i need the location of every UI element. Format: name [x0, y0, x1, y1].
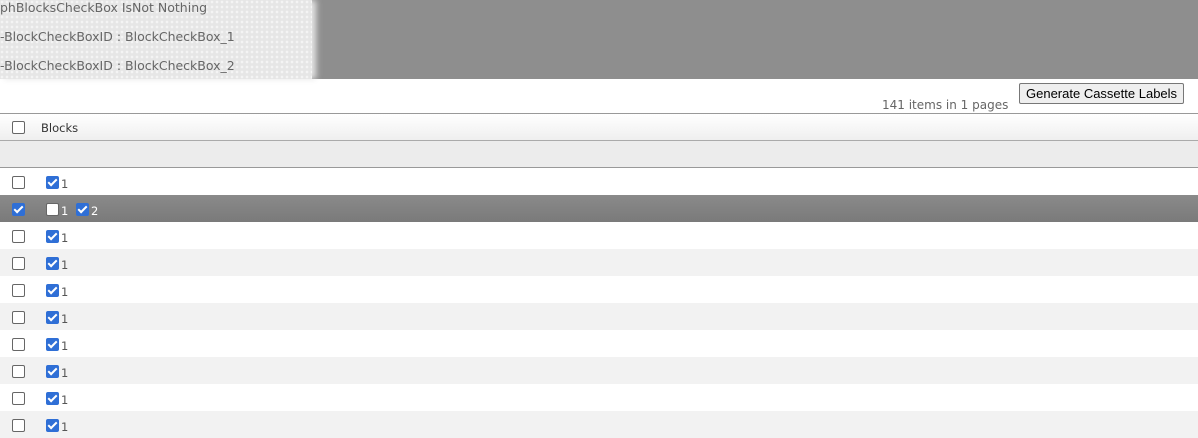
- block-checkbox[interactable]: [46, 311, 59, 324]
- debug-line: -BlockCheckBoxID : BlockCheckBox_2: [0, 58, 235, 73]
- block-label: 1: [61, 312, 69, 326]
- block-checkbox[interactable]: [46, 284, 59, 297]
- block-label: 1: [61, 204, 69, 218]
- table-row[interactable]: 1: [0, 276, 1198, 303]
- table-row[interactable]: 1: [0, 303, 1198, 330]
- block-checkbox[interactable]: [46, 176, 59, 189]
- table-row[interactable]: 1: [0, 222, 1198, 249]
- block-checkbox[interactable]: [46, 230, 59, 243]
- row-select-checkbox[interactable]: [12, 176, 25, 189]
- select-all-checkbox[interactable]: [12, 121, 25, 134]
- block-checkbox[interactable]: [46, 419, 59, 432]
- block-label: 1: [61, 366, 69, 380]
- block-checkbox[interactable]: [46, 365, 59, 378]
- block-checkbox[interactable]: [46, 338, 59, 351]
- block-label: 1: [61, 177, 69, 191]
- block-checkbox[interactable]: [46, 203, 59, 216]
- block-label: 1: [61, 339, 69, 353]
- debug-line: phBlocksCheckBox IsNot Nothing: [0, 0, 208, 15]
- row-select-checkbox[interactable]: [12, 257, 25, 270]
- row-select-checkbox[interactable]: [12, 365, 25, 378]
- row-select-checkbox[interactable]: [12, 284, 25, 297]
- block-label: 2: [91, 204, 99, 218]
- row-select-checkbox[interactable]: [12, 203, 25, 216]
- generate-cassette-labels-button[interactable]: Generate Cassette Labels: [1019, 83, 1185, 104]
- filter-row: [0, 141, 1198, 168]
- debug-panel: phBlocksCheckBox IsNot Nothing -BlockChe…: [0, 0, 1198, 79]
- debug-line: -BlockCheckBoxID : BlockCheckBox_1: [0, 29, 235, 44]
- block-checkbox[interactable]: [46, 392, 59, 405]
- row-select-checkbox[interactable]: [12, 311, 25, 324]
- block-label: 1: [61, 285, 69, 299]
- block-checkbox[interactable]: [76, 203, 89, 216]
- table-row[interactable]: 1: [0, 411, 1198, 438]
- table-row[interactable]: 1: [0, 357, 1198, 384]
- grid-toolbar: 141 items in 1 pages Generate Cassette L…: [0, 79, 1198, 114]
- block-label: 1: [61, 393, 69, 407]
- block-label: 1: [61, 231, 69, 245]
- row-select-checkbox[interactable]: [12, 230, 25, 243]
- table-row[interactable]: 1: [0, 330, 1198, 357]
- table-row[interactable]: 1: [0, 384, 1198, 411]
- block-label: 1: [61, 420, 69, 434]
- column-header-blocks[interactable]: Blocks: [41, 121, 79, 135]
- textured-background: [0, 0, 312, 79]
- table-row[interactable]: 1: [0, 249, 1198, 276]
- item-count: 141 items in 1 pages: [882, 98, 1009, 112]
- row-select-checkbox[interactable]: [12, 338, 25, 351]
- block-label: 1: [61, 258, 69, 272]
- grid-header: Blocks: [0, 114, 1198, 141]
- row-select-checkbox[interactable]: [12, 419, 25, 432]
- row-select-checkbox[interactable]: [12, 392, 25, 405]
- table-row[interactable]: 1: [0, 168, 1198, 195]
- block-checkbox[interactable]: [46, 257, 59, 270]
